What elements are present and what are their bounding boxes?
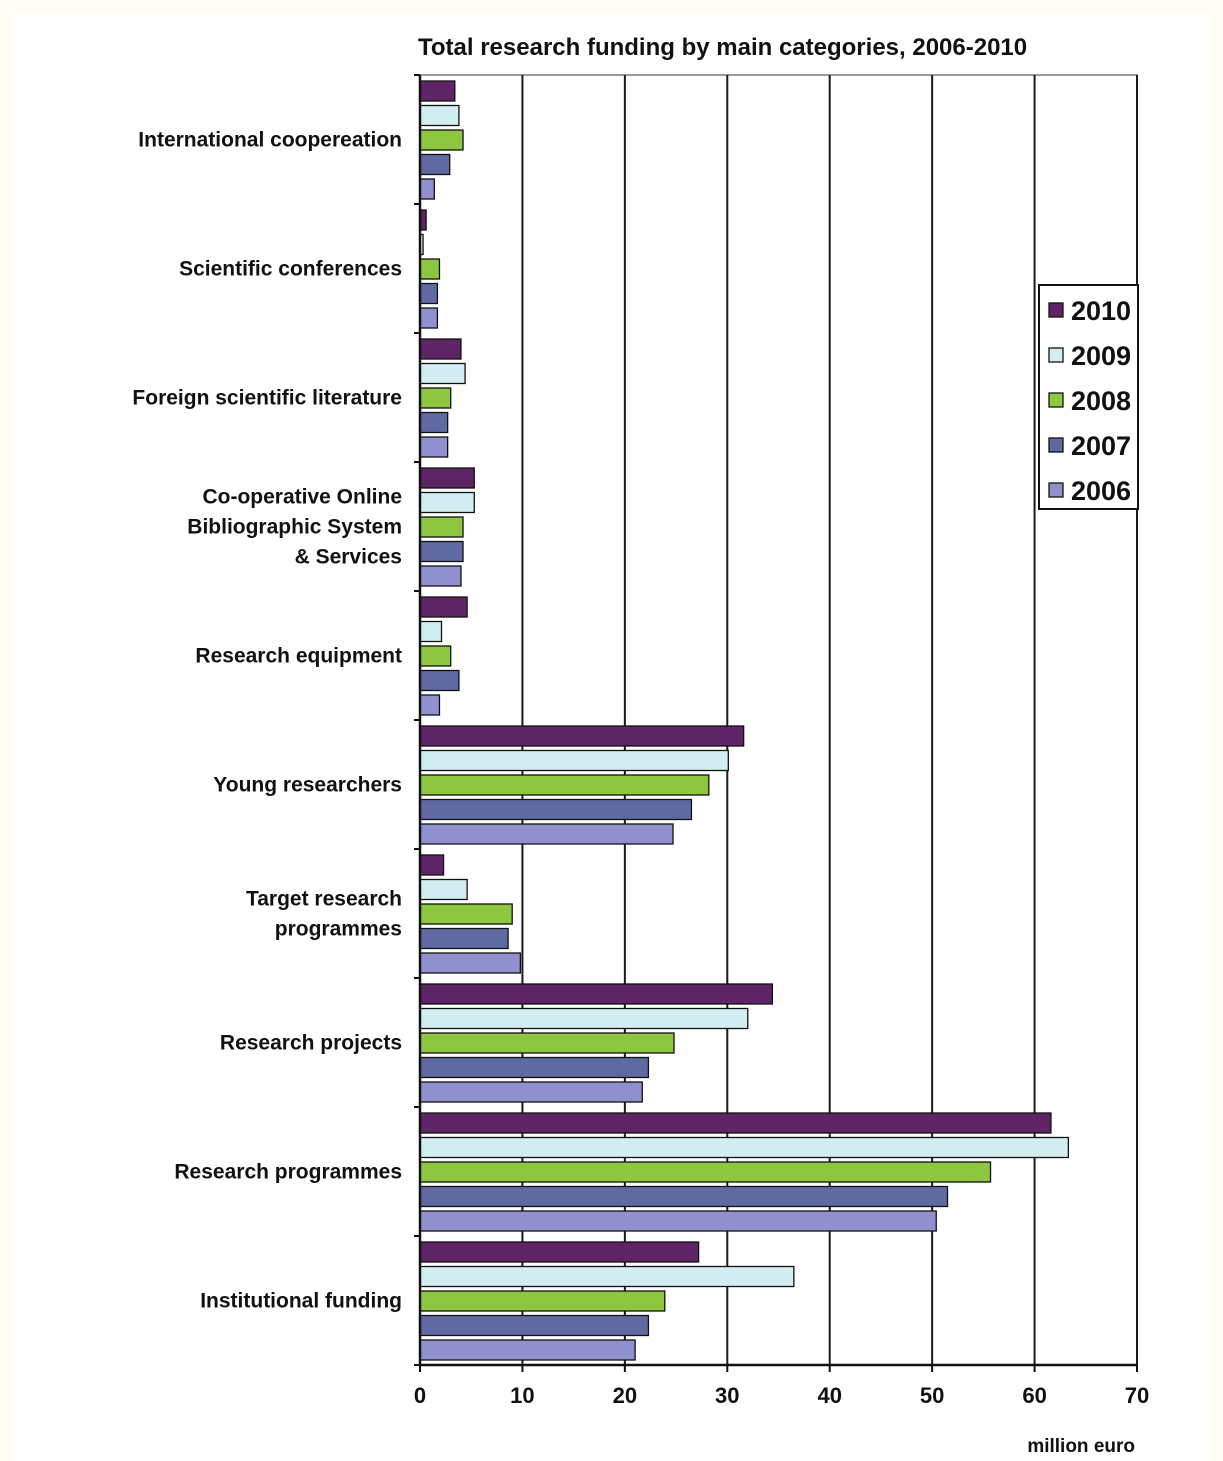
bar-2007-cat-5 — [420, 800, 691, 820]
x-tick-label: 60 — [1022, 1383, 1046, 1408]
bar-2010-cat-3 — [420, 468, 474, 488]
bar-2007-cat-1 — [420, 284, 437, 304]
legend-swatch-2006 — [1049, 483, 1063, 497]
bar-2006-cat-1 — [420, 308, 437, 328]
category-label: International coopereation — [138, 129, 402, 152]
bar-2007-cat-3 — [420, 542, 463, 562]
category-label: Co-operative Online Bibliographic System &… — [187, 486, 402, 569]
bar-2008-cat-9 — [420, 1291, 665, 1311]
bar-2006-cat-7 — [420, 1082, 642, 1102]
category-label: Research projects — [220, 1032, 402, 1055]
legend-swatch-2009 — [1049, 348, 1063, 362]
bar-2009-cat-4 — [420, 622, 442, 642]
category-label: Scientific conferences — [179, 258, 402, 281]
bar-2008-cat-0 — [420, 130, 463, 150]
x-tick-label: 10 — [510, 1383, 534, 1408]
bar-2007-cat-9 — [420, 1316, 648, 1336]
x-tick-label: 70 — [1125, 1383, 1149, 1408]
bar-2007-cat-6 — [420, 929, 508, 949]
bar-2010-cat-5 — [420, 726, 744, 746]
bar-2008-cat-3 — [420, 517, 463, 537]
bar-2009-cat-9 — [420, 1267, 794, 1287]
bar-2010-cat-7 — [420, 984, 772, 1004]
chart-frame: Total research funding by main categorie… — [12, 12, 1211, 1461]
bar-2007-cat-0 — [420, 155, 450, 175]
legend-label-2008: 2008 — [1071, 386, 1131, 416]
bar-2008-cat-7 — [420, 1033, 674, 1053]
legend-label-2010: 2010 — [1071, 296, 1131, 326]
bar-2009-cat-3 — [420, 493, 474, 513]
bar-2008-cat-8 — [420, 1162, 991, 1182]
bar-2007-cat-8 — [420, 1187, 948, 1207]
bar-2010-cat-9 — [420, 1242, 699, 1262]
bar-2006-cat-5 — [420, 824, 673, 844]
legend-label-2009: 2009 — [1071, 341, 1131, 371]
x-tick-label: 50 — [920, 1383, 944, 1408]
bar-2007-cat-2 — [420, 413, 448, 433]
bar-2010-cat-6 — [420, 855, 444, 875]
bar-2009-cat-6 — [420, 880, 467, 900]
bar-2010-cat-0 — [420, 81, 455, 101]
bar-2008-cat-5 — [420, 775, 709, 795]
bar-2010-cat-2 — [420, 339, 461, 359]
bar-2008-cat-2 — [420, 388, 451, 408]
category-label: Foreign scientific literature — [132, 387, 402, 410]
x-tick-label: 40 — [817, 1383, 841, 1408]
bar-2009-cat-5 — [420, 751, 728, 771]
bar-2006-cat-8 — [420, 1211, 936, 1231]
bar-2010-cat-8 — [420, 1113, 1051, 1133]
bar-2009-cat-2 — [420, 364, 465, 384]
category-label: Institutional funding — [200, 1290, 402, 1313]
bar-2008-cat-1 — [420, 259, 439, 279]
bar-2006-cat-4 — [420, 695, 439, 715]
x-tick-label: 0 — [414, 1383, 426, 1408]
x-tick-label: 20 — [613, 1383, 637, 1408]
funding-bar-chart: Total research funding by main categorie… — [12, 12, 1211, 1461]
bar-2006-cat-6 — [420, 953, 520, 973]
bar-2009-cat-8 — [420, 1138, 1068, 1158]
x-axis-title: million euro — [1027, 1436, 1135, 1457]
bar-2006-cat-3 — [420, 566, 461, 586]
chart-title: Total research funding by main categorie… — [418, 34, 1027, 61]
legend-label-2006: 2006 — [1071, 476, 1131, 506]
category-label: Research equipment — [195, 645, 402, 668]
bar-2006-cat-9 — [420, 1340, 635, 1360]
legend-swatch-2008 — [1049, 393, 1063, 407]
bar-2008-cat-4 — [420, 646, 451, 666]
x-tick-label: 30 — [715, 1383, 739, 1408]
bar-2006-cat-0 — [420, 179, 434, 199]
bar-2008-cat-6 — [420, 904, 512, 924]
category-label: Research programmes — [174, 1161, 402, 1184]
bar-2007-cat-7 — [420, 1058, 648, 1078]
category-label: Young researchers — [213, 774, 402, 797]
bar-2007-cat-4 — [420, 671, 459, 691]
bar-2009-cat-7 — [420, 1009, 748, 1029]
legend-label-2007: 2007 — [1071, 431, 1131, 461]
bar-2010-cat-4 — [420, 597, 467, 617]
bar-2006-cat-2 — [420, 437, 448, 457]
legend-swatch-2010 — [1049, 303, 1063, 317]
category-label: Target research programmes — [246, 888, 402, 941]
bar-2009-cat-0 — [420, 106, 459, 126]
legend-swatch-2007 — [1049, 438, 1063, 452]
